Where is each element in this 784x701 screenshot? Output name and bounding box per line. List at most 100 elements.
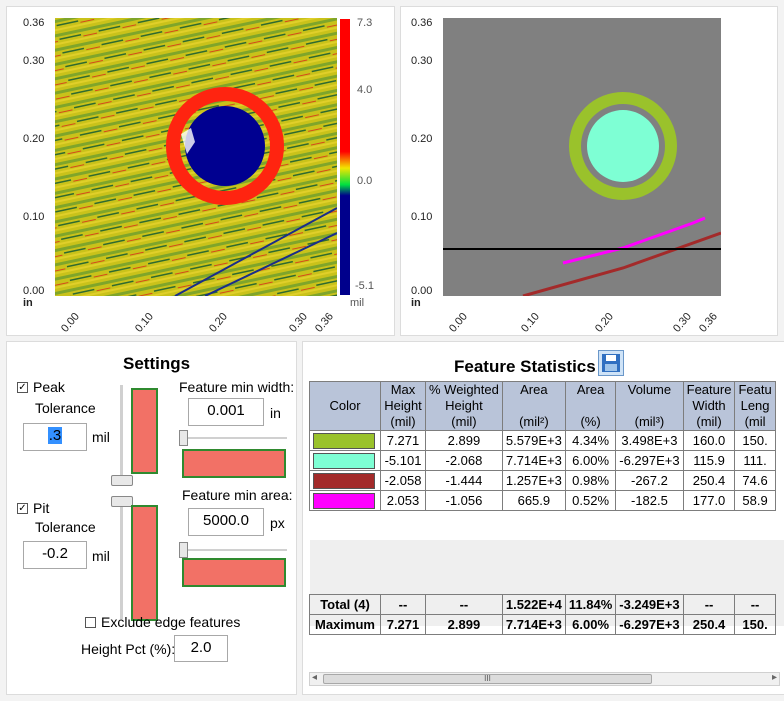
color-cell <box>309 470 381 491</box>
table-cell: -2.068 <box>425 450 503 471</box>
table-cell: -6.297E+3 <box>615 450 684 471</box>
color-swatch <box>313 452 375 469</box>
y-tick: 0.00 <box>411 285 433 297</box>
x-tick: 0.10 <box>519 310 542 335</box>
table-cell: -1.444 <box>425 470 503 491</box>
table-cell: 111. <box>734 450 776 471</box>
x-tick: 0.10 <box>133 310 156 335</box>
pit-slider-thumb[interactable] <box>111 496 133 507</box>
min-area-value: 5000.0 <box>203 512 249 529</box>
color-swatch <box>313 472 375 489</box>
min-area-slider-thumb[interactable] <box>179 542 188 558</box>
pit-checkbox[interactable]: ✓ <box>17 503 28 514</box>
table-cell: 665.9 <box>501 490 566 511</box>
table-cell: 3.498E+3 <box>615 430 684 451</box>
scrollbar-thumb[interactable]: III <box>323 674 652 684</box>
peak-unit: mil <box>92 429 110 445</box>
table-cell: 4.34% <box>564 430 617 451</box>
table-cell: -5.101 <box>380 450 426 471</box>
col-header-area-pct[interactable]: Area (%) <box>564 381 617 431</box>
peak-checkbox[interactable]: ✓ <box>17 382 28 393</box>
table-cell: 1.257E+3 <box>501 470 566 491</box>
min-width-slider-thumb[interactable] <box>179 430 188 446</box>
x-unit: in <box>411 297 421 309</box>
exclude-edge-checkbox[interactable] <box>85 617 96 628</box>
colorbar-tick: 4.0 <box>357 84 373 96</box>
table-cell: 74.6 <box>734 470 776 491</box>
color-cell <box>309 490 381 511</box>
table-cell: -267.2 <box>615 470 684 491</box>
height-pct-input[interactable]: 2.0 <box>174 635 228 662</box>
peak-indicator <box>131 388 158 474</box>
pit-indicator <box>131 505 158 621</box>
height-pct-label: Height Pct (%): <box>81 641 176 657</box>
col-header-area-mil[interactable]: Area (mil²) <box>501 381 566 431</box>
peak-label: Peak <box>33 379 65 395</box>
x-tick: 0.30 <box>671 310 694 335</box>
x-tick: 0.36 <box>697 310 720 335</box>
colorbar-tick: 0.0 <box>357 175 373 187</box>
table-cell: 0.52% <box>564 490 617 511</box>
min-width-input[interactable]: 0.001 <box>188 398 264 426</box>
col-header-max-height[interactable]: Max Height (mil) <box>380 381 426 431</box>
col-header-weighted-height[interactable]: % Weighted Height (mil) <box>425 381 503 431</box>
y-tick: 0.36 <box>411 17 433 29</box>
x-tick: 0.00 <box>447 310 470 335</box>
y-tick: 0.20 <box>23 133 45 145</box>
pit-value: -0.2 <box>42 545 68 562</box>
x-tick: 0.36 <box>313 310 336 335</box>
pit-tolerance-label: Tolerance <box>35 519 96 535</box>
table-cell: 177.0 <box>682 490 736 511</box>
x-tick: 0.30 <box>287 310 310 335</box>
horizontal-scrollbar[interactable]: ◂ III ▸ <box>309 672 780 686</box>
settings-panel: Settings ✓ Peak Tolerance .3 mil Feature… <box>6 341 297 695</box>
table-cell: 250.4 <box>682 470 736 491</box>
scroll-right-icon[interactable]: ▸ <box>771 672 777 683</box>
table-row[interactable]: -2.058 -1.444 1.257E+3 0.98% -267.2 250.4 74.6 <box>309 470 776 491</box>
table-cell: 7.714E+3 <box>501 450 566 471</box>
min-area-input[interactable]: 5000.0 <box>188 508 264 536</box>
table-cell: 115.9 <box>682 450 736 471</box>
peak-slider-track[interactable] <box>120 385 123 484</box>
table-row[interactable]: 7.271 2.899 5.579E+3 4.34% 3.498E+3 160.0 150. <box>309 430 776 451</box>
y-tick: 0.30 <box>23 55 45 67</box>
save-icon[interactable] <box>598 350 624 376</box>
color-swatch <box>313 492 375 509</box>
scroll-left-icon[interactable]: ◂ <box>312 672 318 683</box>
height-map-colorbar <box>340 19 350 295</box>
min-width-slider-track[interactable] <box>181 437 287 439</box>
pit-slider-track[interactable] <box>120 497 123 619</box>
table-row[interactable]: -5.101 -2.068 7.714E+3 6.00% -6.297E+3 115.9 1… <box>309 450 776 471</box>
height-map-image[interactable] <box>55 18 337 296</box>
min-area-slider-track[interactable] <box>181 549 287 551</box>
total-row: Total (4) -- -- 1.522E+4 11.84% -3.249E+3 -- -- <box>309 594 776 615</box>
pit-tolerance-input[interactable]: -0.2 <box>23 541 87 569</box>
table-cell: -2.058 <box>380 470 426 491</box>
min-area-unit: px <box>270 515 285 531</box>
peak-slider-thumb[interactable] <box>111 475 133 486</box>
peak-tolerance-label: Tolerance <box>35 400 96 416</box>
peak-value: .3 <box>47 427 63 444</box>
col-header-feature-width[interactable]: Feature Width (mil) <box>682 381 736 431</box>
color-swatch <box>313 432 375 449</box>
col-header-feature-length[interactable]: Featu Leng (mil <box>734 381 776 431</box>
table-cell: 150. <box>734 430 776 451</box>
table-cell: 5.579E+3 <box>501 430 566 451</box>
table-cell: 2.899 <box>425 430 503 451</box>
col-header-color[interactable]: Color <box>309 381 381 431</box>
maximum-row: Maximum 7.271 2.899 7.714E+3 6.00% -6.297E+3 2… <box>309 614 776 635</box>
exclude-edge-label: Exclude edge features <box>101 614 241 630</box>
table-cell: 6.00% <box>564 450 617 471</box>
table-cell: 2.053 <box>380 490 426 511</box>
table-cell: -1.056 <box>425 490 503 511</box>
feature-statistics-table: Color Max Height (mil) % Weighted Height (mi… <box>309 381 776 635</box>
col-header-volume[interactable]: Volume (mil³) <box>615 381 684 431</box>
feature-map-image[interactable] <box>443 18 721 296</box>
table-cell: -182.5 <box>615 490 684 511</box>
peak-tolerance-input[interactable]: .3 <box>23 423 87 451</box>
x-tick: 0.00 <box>59 310 82 335</box>
height-pct-value: 2.0 <box>190 639 212 656</box>
scroll-grip: III <box>484 674 491 683</box>
y-tick: 0.36 <box>23 17 45 29</box>
table-row[interactable]: 2.053 -1.056 665.9 0.52% -182.5 177.0 58.9 <box>309 490 776 511</box>
